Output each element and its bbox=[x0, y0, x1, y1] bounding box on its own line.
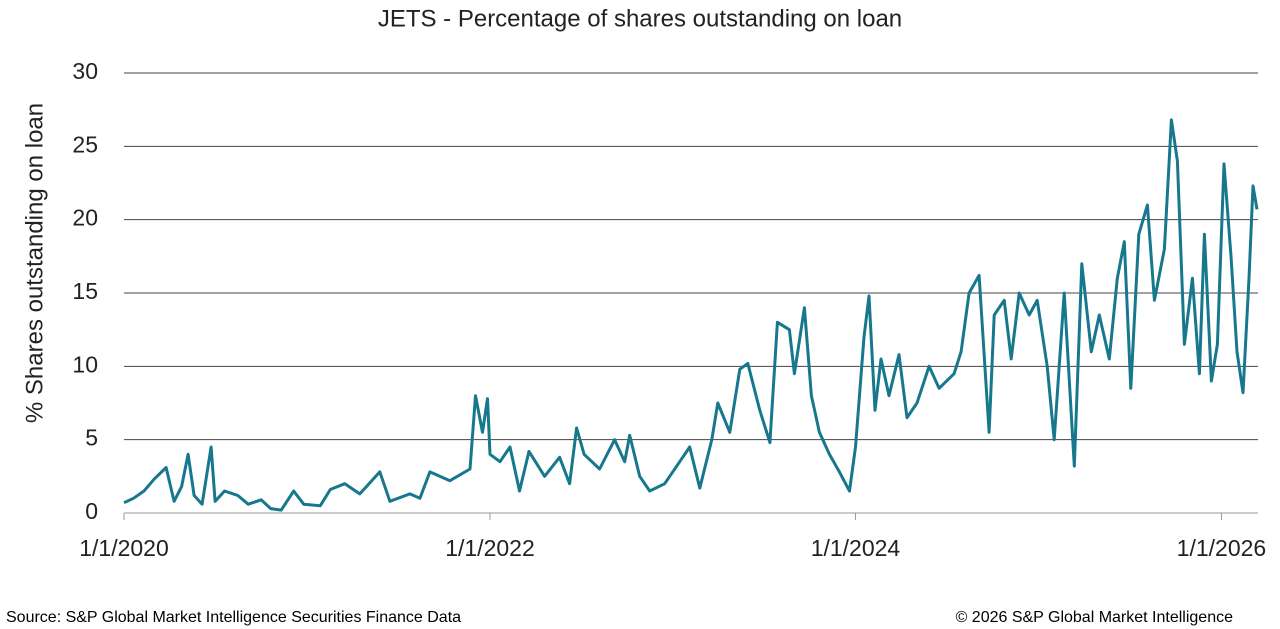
y-tick-label: 25 bbox=[72, 131, 98, 157]
x-tick-label: 1/1/2020 bbox=[79, 535, 169, 561]
data-line bbox=[123, 118, 1259, 512]
y-tick-label: 15 bbox=[72, 278, 98, 304]
x-tick-label: 1/1/2024 bbox=[811, 535, 901, 561]
y-tick-label: 20 bbox=[72, 205, 98, 231]
source-note: Source: S&P Global Market Intelligence S… bbox=[6, 609, 461, 626]
copyright-note: © 2026 S&P Global Market Intelligence bbox=[956, 609, 1234, 626]
y-tick-label: 30 bbox=[72, 58, 98, 84]
x-tick-label: 1/1/2026 bbox=[1177, 535, 1267, 561]
chart-title: JETS - Percentage of shares outstanding … bbox=[378, 5, 902, 32]
x-tick-label: 1/1/2022 bbox=[445, 535, 535, 561]
y-tick-label: 10 bbox=[72, 351, 98, 377]
y-axis-label: % Shares outstanding on loan bbox=[21, 103, 48, 423]
y-tick-label: 0 bbox=[85, 498, 98, 524]
y-tick-label: 5 bbox=[85, 425, 98, 451]
